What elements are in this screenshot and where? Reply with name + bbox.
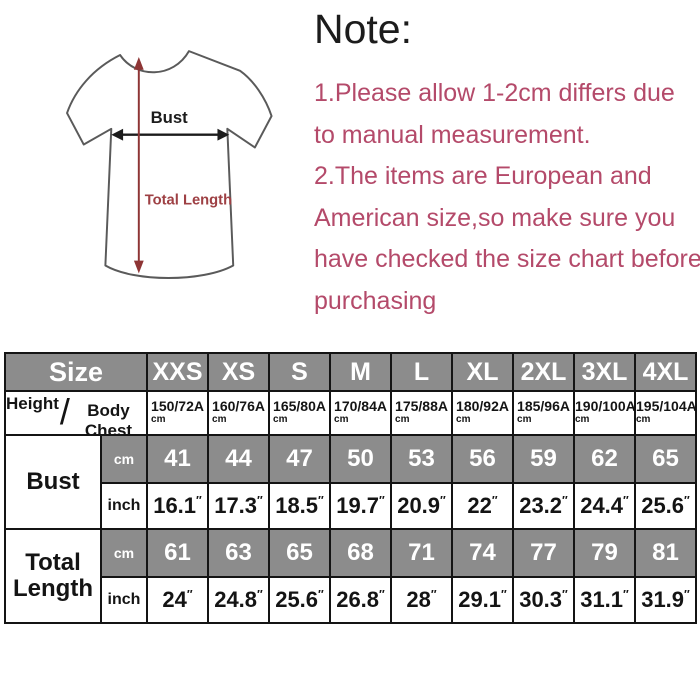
size-col-header: 2XL [512,352,575,392]
height-chest-cell: 195/104A cm [634,390,697,436]
total-length-arrow-top-head [133,57,144,70]
total-length-cm-cell: 74 [451,528,514,578]
total-length-cm-cell: 65 [268,528,331,578]
total-length-cm-cell: 63 [207,528,270,578]
bust-cm-row: Bust cm 41 44 47 50 53 56 59 62 65 [4,434,697,530]
bust-inch-cell: 22″ [451,482,514,530]
bust-cm-cell: 41 [146,434,209,484]
bust-cm-cell: 44 [207,434,270,484]
note-title: Note: [314,6,412,52]
total-length-inch-cell: 25.6″ [268,576,331,624]
bust-arrow-right-head [217,128,230,141]
size-header-cell: Size [4,352,148,392]
height-chest-cell: 150/72A cm [146,390,209,436]
total-length-cm-cell: 81 [634,528,697,578]
bust-cm-cell: 65 [634,434,697,484]
note-line: purchasing [314,286,437,315]
slash-divider: / [59,391,70,432]
tshirt-diagram: Bust Total Length [10,15,305,337]
total-length-cm-row: Total Length cm 61 63 65 68 71 74 77 79 … [4,528,697,624]
bust-inch-cell: 20.9″ [390,482,453,530]
total-length-cm-cell: 77 [512,528,575,578]
bust-inch-row: inch 16.1″ 17.3″ 18.5″ 19.7″ 20.9″ 22″ 2… [5,482,697,530]
unit-inch-label: inch [100,482,148,530]
height-chest-cell: 170/84A cm [329,390,392,436]
height-chest-cell: 190/100A cm [573,390,636,436]
size-col-header: 4XL [634,352,697,392]
total-length-inch-cell: 29.1″ [451,576,514,624]
bust-cm-cell: 56 [451,434,514,484]
total-length-inch-cell: 26.8″ [329,576,392,624]
total-length-arrow-label: Total Length [145,193,232,209]
total-length-inch-cell: 28″ [390,576,453,624]
note-line: to manual measurement. [314,120,591,149]
bust-cm-cell: 53 [390,434,453,484]
total-length-inch-cell: 31.1″ [573,576,636,624]
height-body-chest-header: Height / Body Chest [4,390,148,436]
note-line: have checked the size chart before [314,245,700,273]
bust-cm-cell: 47 [268,434,331,484]
height-label: Height [6,394,59,413]
total-length-cm-cell: 68 [329,528,392,578]
height-chest-cell: 160/76A cm [207,390,270,436]
body-chest-label: Body Chest [84,401,133,435]
height-chest-cell: 175/88A cm [390,390,453,436]
tshirt-diagram-svg: Bust Total Length [66,50,273,280]
bust-inch-cell: 23.2″ [512,482,575,530]
total-length-inch-cell: 30.3″ [512,576,575,624]
tshirt-outline [66,50,273,280]
height-chest-cell: 180/92A cm [451,390,514,436]
size-table: Size XXS XS S M L XL 2XL 3XL 4XL Height … [4,352,697,624]
bust-cm-cell: 59 [512,434,575,484]
size-header-row: Size XXS XS S M L XL 2XL 3XL 4XL [4,352,697,392]
bust-inch-cell: 18.5″ [268,482,331,530]
total-length-inch-cell: 24″ [146,576,209,624]
height-body-chest-row: Height / Body Chest 150/72A cm 160/76A cm … [4,390,697,436]
bust-cm-cell: 50 [329,434,392,484]
size-col-header: XL [451,352,514,392]
total-length-inch-cell: 31.9″ [634,576,697,624]
total-length-inch-cell: 24.8″ [207,576,270,624]
height-chest-cell: 185/96A cm [512,390,575,436]
bust-row-label: Bust [4,434,102,530]
size-col-header: XS [207,352,270,392]
size-col-header: S [268,352,331,392]
total-length-row-label: Total Length [4,528,102,624]
size-col-header: 3XL [573,352,636,392]
unit-cm-label: cm [100,528,148,578]
total-length-cm-cell: 71 [390,528,453,578]
note-line: 2.The items are European and [314,162,652,190]
total-length-arrow-bottom-head [133,260,144,274]
note-section: Note: 1.Please allow 1-2cm differs due t… [314,6,700,322]
bust-inch-cell: 24.4″ [573,482,636,530]
bust-cm-cell: 62 [573,434,636,484]
bust-arrow-label: Bust [151,108,189,127]
note-line: American size,so make sure you [314,203,676,232]
bust-inch-cell: 19.7″ [329,482,392,530]
total-length-inch-row: inch 24″ 24.8″ 25.6″ 26.8″ 28″ 29.1″ 30.… [5,576,697,624]
size-col-header: L [390,352,453,392]
unit-cm-label: cm [100,434,148,484]
height-chest-cell: 165/80A cm [268,390,331,436]
note-line: 1.Please allow 1-2cm differs due [314,79,675,107]
total-length-cm-cell: 61 [146,528,209,578]
size-col-header: M [329,352,392,392]
unit-inch-label: inch [100,576,148,624]
bust-arrow-left-head [111,128,124,141]
bust-inch-cell: 17.3″ [207,482,270,530]
bust-inch-cell: 25.6″ [634,482,697,530]
size-col-header: XXS [146,352,209,392]
bust-inch-cell: 16.1″ [146,482,209,530]
total-length-cm-cell: 79 [573,528,636,578]
